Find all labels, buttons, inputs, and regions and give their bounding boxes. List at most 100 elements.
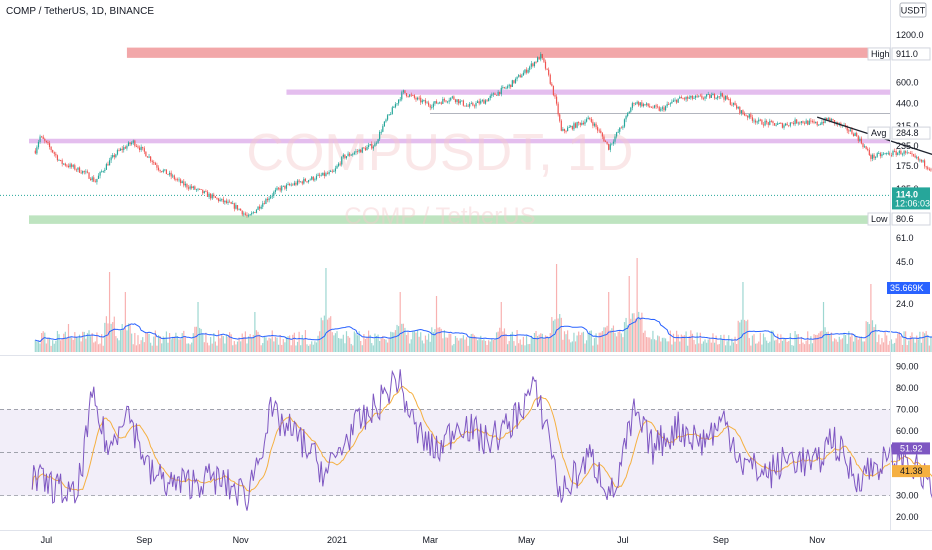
- volume-bar: [759, 332, 761, 352]
- volume-bar: [473, 335, 476, 352]
- volume-bar: [235, 344, 237, 352]
- candle-body: [650, 106, 652, 108]
- volume-bar: [579, 335, 581, 352]
- rsi-bands-layer: [0, 409, 890, 497]
- candle-body: [45, 140, 47, 142]
- candle-body: [105, 164, 107, 170]
- volume-bar: [287, 336, 289, 352]
- volume-bar: [424, 335, 427, 352]
- volume-bar: [383, 339, 385, 352]
- candle-body: [792, 123, 795, 125]
- stat-value-box: [891, 47, 931, 61]
- candle-body: [555, 96, 558, 104]
- candle-body: [424, 100, 427, 104]
- volume-bar: [835, 339, 837, 352]
- candle-body: [271, 195, 273, 197]
- volume-bar: [892, 343, 894, 352]
- candle-body: [63, 163, 65, 165]
- volume-bar: [664, 338, 667, 352]
- volume-bar: [146, 332, 149, 352]
- candle-body: [511, 80, 513, 88]
- candle-body: [754, 120, 757, 123]
- candle-body: [845, 125, 847, 127]
- candle-body: [764, 120, 766, 126]
- volume-bar: [660, 341, 662, 352]
- candle-body: [71, 164, 73, 167]
- rsi-layer: [31, 369, 932, 511]
- candle-body: [146, 156, 149, 158]
- volume-bar: [821, 330, 823, 352]
- volume-bar: [118, 340, 120, 352]
- volume-bar: [717, 344, 719, 352]
- candle-body: [867, 148, 869, 151]
- volume-bar: [423, 343, 425, 352]
- candle-body: [257, 206, 259, 210]
- volume-bar: [646, 337, 648, 352]
- volume-bar: [715, 335, 717, 352]
- volume-bar: [349, 337, 351, 352]
- volume-bar: [304, 330, 307, 352]
- volume-bar: [312, 344, 314, 352]
- volume-bar: [249, 333, 251, 352]
- volume-bar: [211, 343, 213, 352]
- volume-bar: [91, 333, 93, 352]
- time-axis[interactable]: Jul Sep Nov 2021 Mar May Jul Sep Nov: [41, 535, 826, 545]
- candle-body: [118, 150, 120, 151]
- candle-body: [473, 105, 476, 107]
- candle-body: [533, 61, 536, 67]
- volume-bar: [442, 338, 444, 352]
- volume-bar: [410, 339, 412, 352]
- candle-body: [903, 151, 905, 154]
- volume-bar: [247, 336, 250, 352]
- candle-body: [642, 104, 645, 107]
- volume-bar: [279, 334, 281, 352]
- candle-body: [862, 143, 864, 148]
- stat-value-label: 911.0: [896, 49, 918, 59]
- volume-bar: [800, 336, 802, 352]
- candle-body: [829, 118, 831, 122]
- candle-body: [157, 167, 160, 171]
- volume-bar: [120, 330, 122, 352]
- volume-bar: [826, 332, 828, 352]
- candle-body: [401, 92, 403, 100]
- volume-bar: [219, 338, 221, 352]
- candle-body: [349, 153, 351, 156]
- candle-body: [277, 187, 280, 189]
- volume-bar: [210, 337, 212, 352]
- volume-bar: [254, 312, 256, 352]
- candle-body: [876, 153, 878, 157]
- candle-body: [151, 160, 153, 163]
- candle-body: [878, 153, 880, 154]
- volume-bar: [48, 338, 51, 352]
- volume-bar: [282, 339, 284, 352]
- watermark-symbol: COMPUSDT, 1D: [246, 124, 633, 182]
- volume-bar: [75, 336, 77, 352]
- candle-body: [731, 104, 733, 106]
- volume-bar: [489, 341, 491, 352]
- candle-body: [917, 156, 919, 160]
- candle-body: [832, 119, 834, 121]
- candle-body: [868, 150, 870, 156]
- volume-bar: [756, 343, 758, 352]
- candle-body: [325, 173, 327, 176]
- candle-body: [683, 98, 686, 100]
- candle-body: [857, 136, 859, 141]
- candle-body: [262, 203, 264, 207]
- volume-bar: [63, 333, 65, 352]
- candle-body: [815, 121, 817, 123]
- candle-body: [818, 124, 820, 126]
- candle-body: [61, 160, 63, 164]
- candle-body: [478, 101, 480, 104]
- volume-bar: [740, 319, 742, 352]
- volume-bar: [334, 333, 337, 352]
- volume-bar: [854, 334, 856, 352]
- currency-button[interactable]: USDT: [899, 2, 927, 18]
- rsi-tick-label: 80.00: [896, 383, 919, 393]
- volume-bar: [396, 324, 398, 352]
- volume-bar: [41, 333, 43, 352]
- candle-body: [560, 120, 562, 131]
- candle-body: [649, 106, 651, 107]
- candle-body: [48, 143, 51, 147]
- volume-bar: [794, 331, 796, 352]
